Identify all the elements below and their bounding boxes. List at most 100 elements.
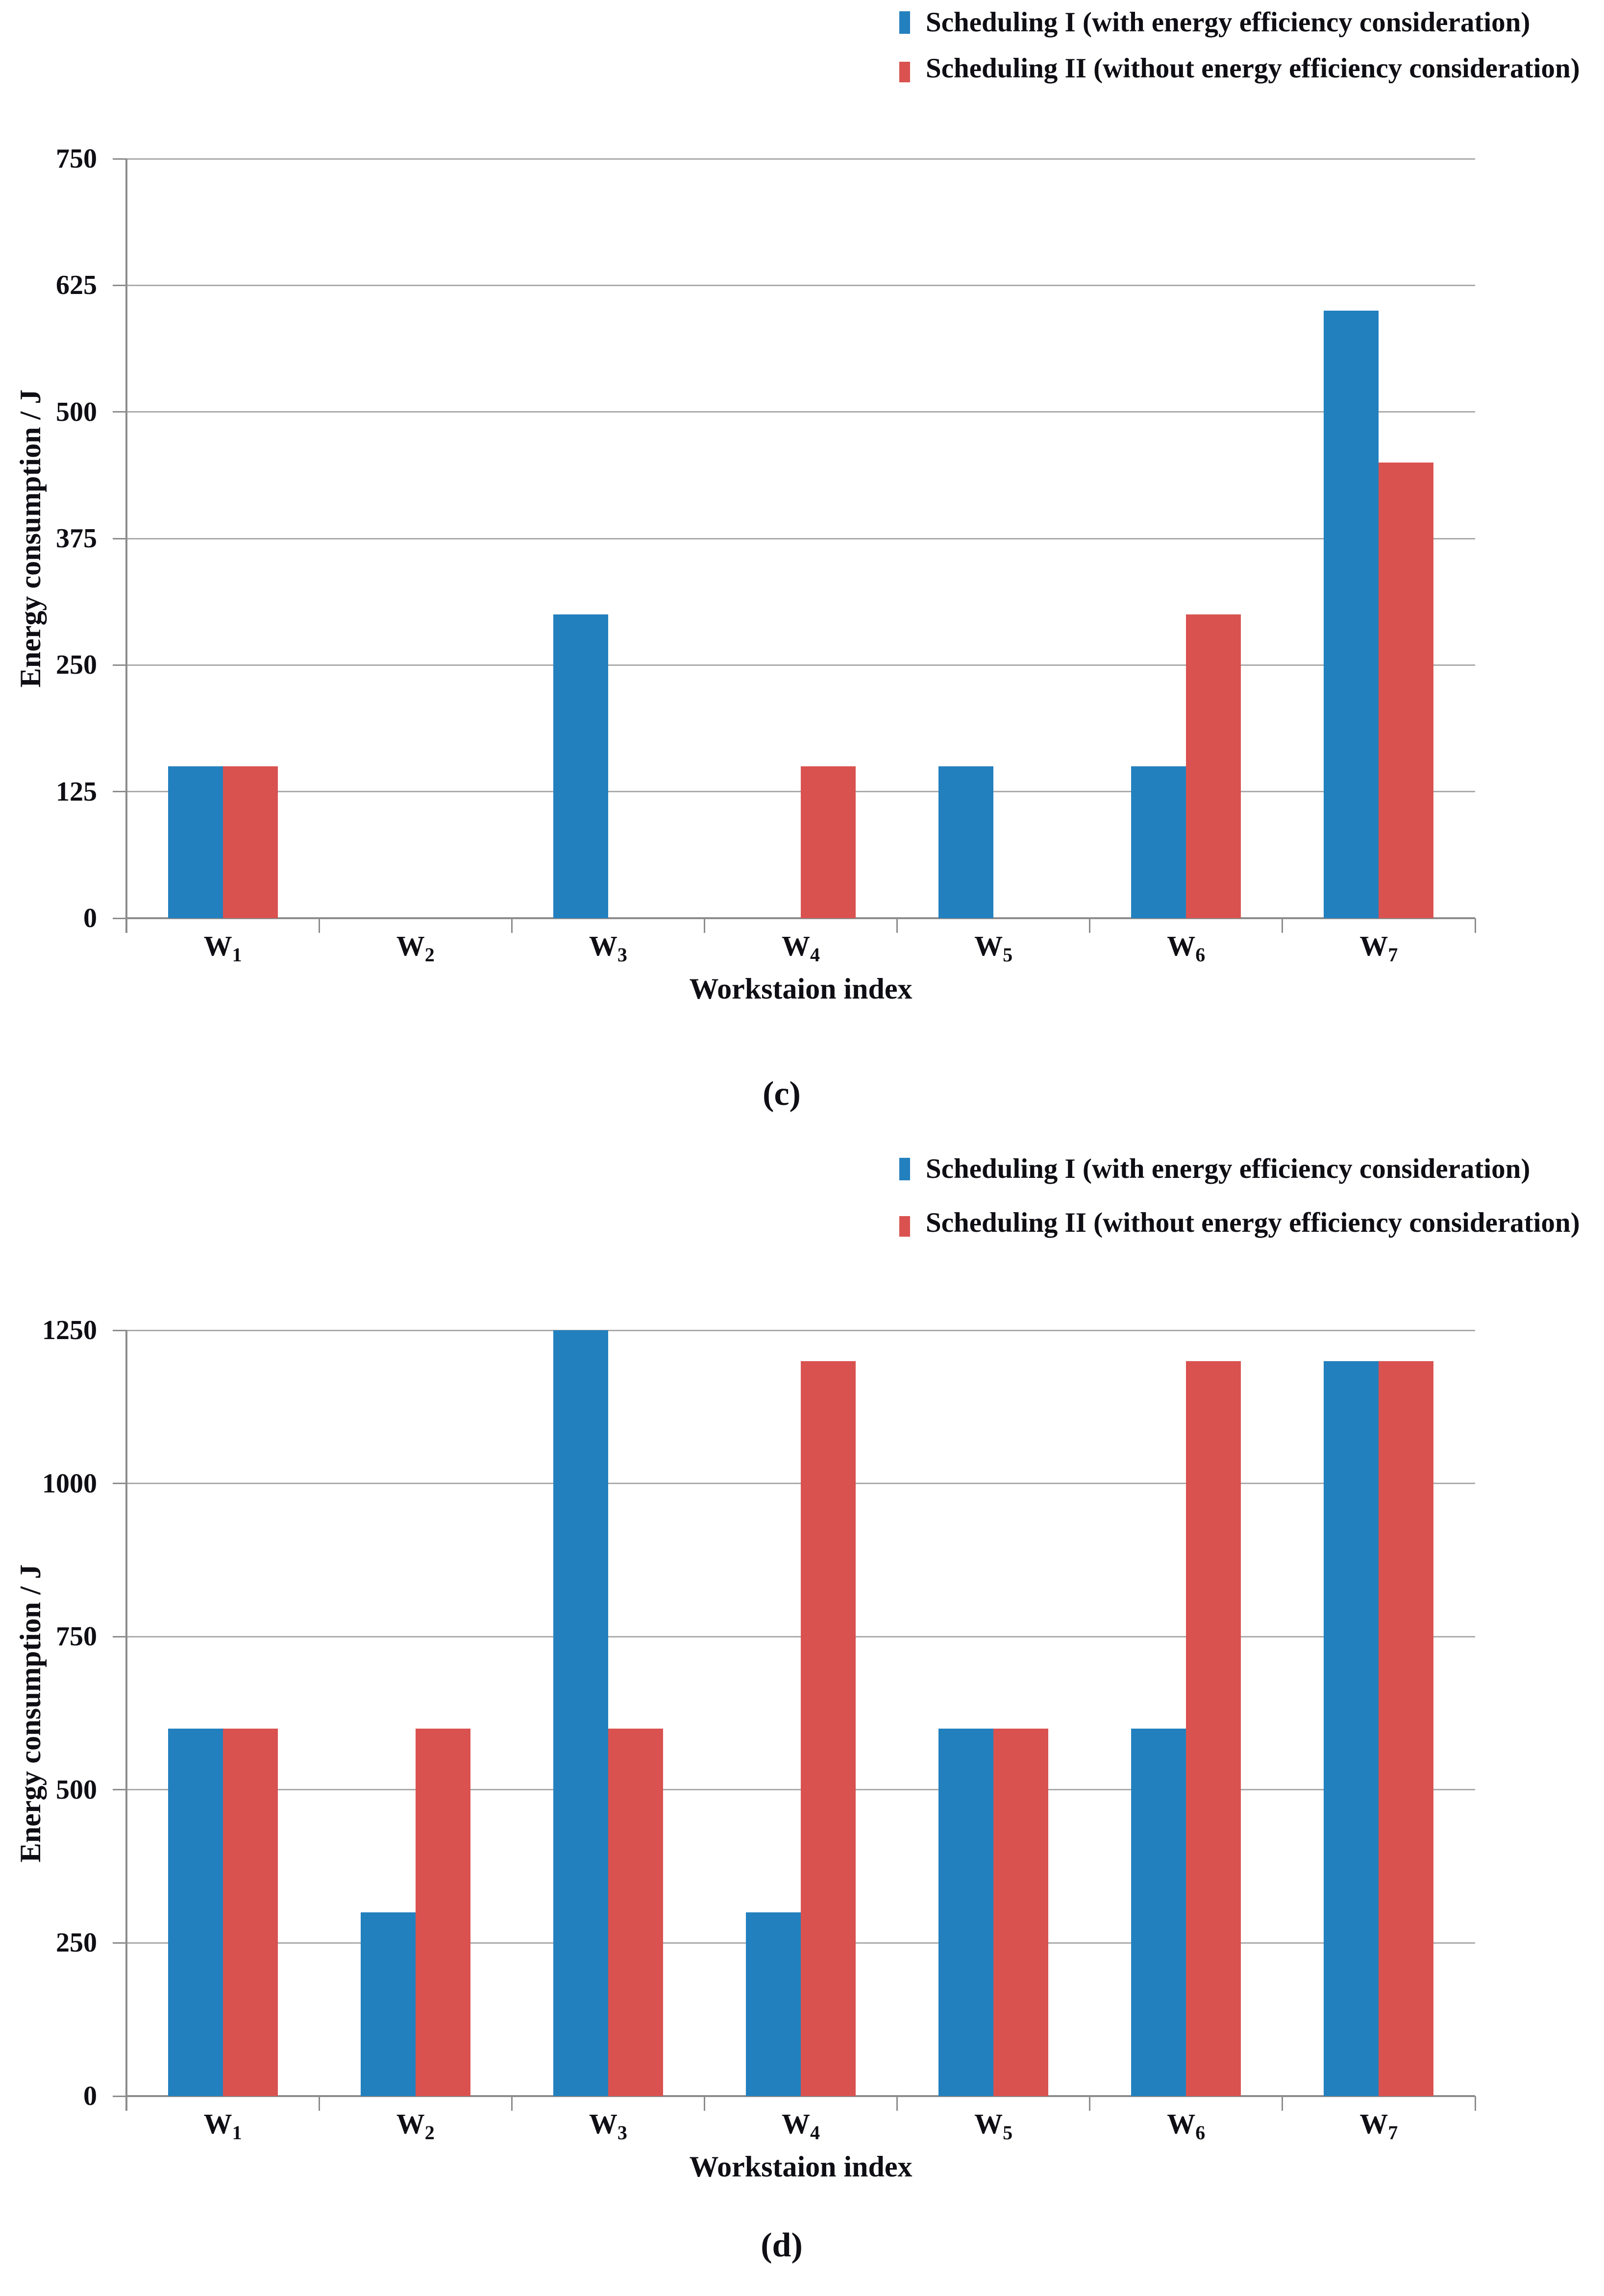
x-category-label: W6 xyxy=(1167,930,1206,966)
x-tick-mark xyxy=(1474,918,1476,933)
gridline xyxy=(126,284,1475,286)
y-tick-mark xyxy=(113,1636,126,1637)
x-tick-mark xyxy=(1474,2096,1476,2111)
legend-swatch-icon xyxy=(899,62,910,83)
y-tick-label: 500 xyxy=(56,1774,97,1805)
bar-scheduling-2-w5 xyxy=(993,1728,1049,2096)
y-axis-line xyxy=(125,1330,127,2111)
x-tick-mark xyxy=(318,2096,320,2111)
y-tick-label: 375 xyxy=(56,523,97,554)
bar-scheduling-1-w5 xyxy=(938,1728,994,2096)
legend-item: Scheduling II (without energy efficiency… xyxy=(899,1206,1580,1240)
gridline xyxy=(126,537,1475,539)
y-tick-mark xyxy=(113,1329,126,1331)
gridline xyxy=(126,158,1475,160)
y-axis-title: Energy consumption / J xyxy=(14,389,47,688)
bar-scheduling-1-w3 xyxy=(553,614,608,918)
x-tick-mark xyxy=(896,2096,898,2111)
x-tick-mark xyxy=(125,918,127,933)
x-category-label: W6 xyxy=(1167,2108,1206,2144)
bar-scheduling-2-w7 xyxy=(1379,463,1434,918)
y-tick-mark xyxy=(113,1789,126,1791)
x-tick-mark xyxy=(318,918,320,933)
x-tick-mark xyxy=(1089,2096,1091,2111)
bar-scheduling-2-w1 xyxy=(222,1728,278,2096)
panel-caption: (d) xyxy=(761,2226,803,2264)
bar-scheduling-2-w4 xyxy=(801,1361,856,2096)
bar-scheduling-2-w2 xyxy=(415,1728,470,2096)
x-category-label: W1 xyxy=(203,2108,242,2144)
y-tick-label: 250 xyxy=(56,1928,97,1958)
bar-scheduling-2-w7 xyxy=(1379,1361,1434,2096)
x-category-label: W3 xyxy=(589,930,627,966)
gridline xyxy=(126,411,1475,413)
bar-scheduling-1-w5 xyxy=(938,766,994,918)
bar-scheduling-1-w4 xyxy=(746,1912,801,2096)
bar-scheduling-2-w1 xyxy=(222,766,278,918)
bar-scheduling-2-w6 xyxy=(1186,1361,1241,2096)
x-tick-mark xyxy=(511,918,513,933)
legend-item: Scheduling II (without energy efficiency… xyxy=(899,52,1580,85)
x-category-label: W7 xyxy=(1359,930,1398,966)
bar-scheduling-1-w7 xyxy=(1324,1361,1379,2096)
x-category-label: W5 xyxy=(974,2108,1013,2144)
bar-scheduling-1-w6 xyxy=(1131,1728,1186,2096)
x-category-label: W3 xyxy=(589,2108,627,2144)
y-tick-label: 1250 xyxy=(42,1315,97,1345)
y-tick-mark xyxy=(113,917,126,919)
x-category-label: W4 xyxy=(782,2108,820,2144)
y-tick-label: 0 xyxy=(83,903,97,933)
y-tick-label: 500 xyxy=(56,396,97,427)
x-axis-title: Workstaion index xyxy=(689,2150,913,2183)
bar-scheduling-1-w1 xyxy=(168,766,223,918)
x-category-label: W1 xyxy=(203,930,242,966)
x-axis-title: Workstaion index xyxy=(689,973,913,1005)
legend-label: Scheduling I (with energy efficiency con… xyxy=(926,7,1530,38)
legend-swatch-icon xyxy=(899,1216,910,1237)
y-tick-label: 0 xyxy=(83,2081,97,2111)
y-tick-label: 625 xyxy=(56,270,97,301)
x-category-label: W4 xyxy=(782,930,820,966)
x-tick-mark xyxy=(896,918,898,933)
x-tick-mark xyxy=(703,918,705,933)
bar-scheduling-1-w1 xyxy=(168,1728,223,2096)
bar-scheduling-2-w3 xyxy=(608,1728,663,2096)
x-axis-line xyxy=(126,917,1475,919)
y-tick-mark xyxy=(113,791,126,793)
bar-scheduling-1-w6 xyxy=(1131,766,1186,918)
legend-item: Scheduling I (with energy efficiency con… xyxy=(899,6,1530,39)
legend-label: Scheduling II (without energy efficiency… xyxy=(926,1207,1580,1238)
legend-swatch-icon xyxy=(899,1158,910,1181)
bar-scheduling-1-w2 xyxy=(360,1912,416,2096)
y-tick-label: 125 xyxy=(56,776,97,807)
gridline xyxy=(126,664,1475,666)
y-tick-label: 250 xyxy=(56,650,97,681)
y-tick-label: 750 xyxy=(56,144,97,174)
x-category-label: W2 xyxy=(396,2108,435,2144)
legend-label: Scheduling II (without energy efficiency… xyxy=(926,53,1580,84)
x-tick-mark xyxy=(1282,2096,1283,2111)
bar-scheduling-1-w3 xyxy=(553,1330,608,2096)
x-tick-mark xyxy=(511,2096,513,2111)
y-tick-mark xyxy=(113,1942,126,1944)
x-tick-mark xyxy=(703,2096,705,2111)
x-category-label: W2 xyxy=(396,930,435,966)
legend-item: Scheduling I (with energy efficiency con… xyxy=(899,1152,1530,1186)
x-category-label: W7 xyxy=(1359,2108,1398,2144)
y-axis-line xyxy=(125,159,127,933)
y-tick-mark xyxy=(113,2095,126,2097)
y-axis-title: Energy consumption / J xyxy=(14,1564,47,1862)
y-tick-mark xyxy=(113,537,126,539)
bar-scheduling-2-w4 xyxy=(801,766,856,918)
x-tick-mark xyxy=(125,2096,127,2111)
y-tick-label: 1000 xyxy=(42,1468,97,1499)
y-tick-label: 750 xyxy=(56,1621,97,1652)
x-axis-line xyxy=(126,2095,1475,2097)
bar-scheduling-1-w7 xyxy=(1324,311,1379,918)
y-tick-mark xyxy=(113,284,126,286)
legend-swatch-icon xyxy=(899,11,910,34)
x-tick-mark xyxy=(1282,918,1283,933)
y-tick-mark xyxy=(113,664,126,666)
y-tick-mark xyxy=(113,411,126,413)
